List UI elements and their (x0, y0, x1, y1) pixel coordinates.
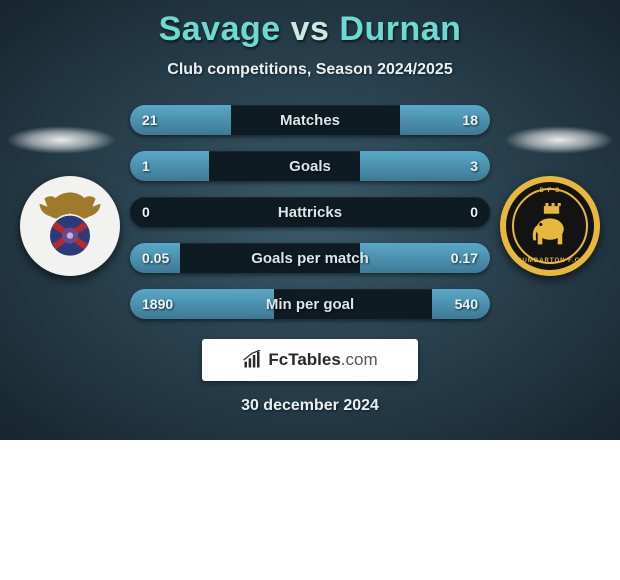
metric-fill-left (130, 151, 209, 181)
metric-fill-right (432, 289, 490, 319)
metrics-container: 2118Matches 13Goals 0 0Hattricks 0.050.17Goa… (130, 105, 490, 319)
inverness-crest-icon (30, 186, 110, 266)
crest-right-top-text: D F C (506, 188, 594, 194)
metric-label: Hattricks (130, 197, 490, 227)
brand-name: FcTables (268, 350, 340, 369)
comparison-card: Savage vs Durnan Club competitions, Seas… (0, 0, 620, 440)
metric-fill-right (400, 105, 490, 135)
metric-bar: 13Goals (130, 151, 490, 181)
metric-fill-left (130, 105, 231, 135)
subtitle: Club competitions, Season 2024/2025 (0, 61, 620, 79)
vs-separator: vs (291, 10, 330, 48)
metric-bar: 0.050.17Goals per match (130, 243, 490, 273)
metric-bar: 2118Matches (130, 105, 490, 135)
metric-value-right: 0 (470, 197, 478, 227)
crest-right-bot-text: DUMBARTON F.C. (506, 258, 594, 264)
metric-bar: 0 0Hattricks (130, 197, 490, 227)
metric-fill-left (130, 289, 274, 319)
team-crest-right: D F C DUMBARTON F.C. (500, 176, 600, 276)
player2-name: Durnan (339, 10, 461, 48)
dumbarton-elephant-icon (527, 203, 573, 249)
metric-bar: 1890540Min per goal (130, 289, 490, 319)
metric-fill-right (360, 151, 490, 181)
date-label: 30 december 2024 (0, 397, 620, 415)
crest-shadow-left (6, 126, 116, 154)
metric-fill-left (130, 243, 180, 273)
player1-name: Savage (159, 10, 281, 48)
brand-badge[interactable]: FcTables.com (202, 339, 418, 381)
brand-text: FcTables.com (268, 350, 377, 370)
page-title: Savage vs Durnan (0, 10, 620, 49)
brand-domain: .com (341, 350, 378, 369)
metric-value-left: 0 (142, 197, 150, 227)
metric-fill-right (360, 243, 490, 273)
crest-shadow-right (504, 126, 614, 154)
team-crest-left (20, 176, 120, 276)
chart-icon (242, 350, 262, 370)
